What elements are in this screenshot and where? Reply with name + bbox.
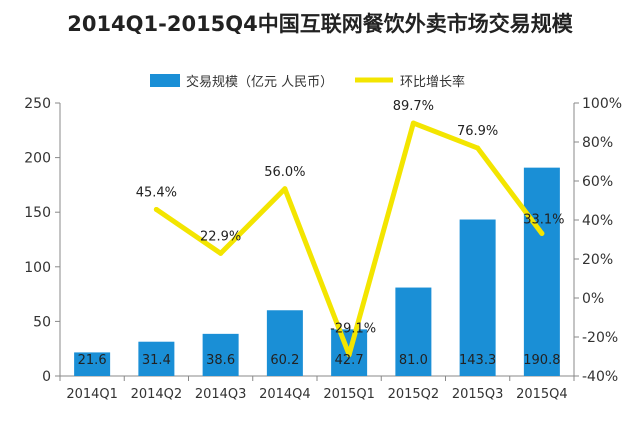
chart-title: 2014Q1-2015Q4中国互联网餐饮外卖市场交易规模 bbox=[67, 12, 573, 36]
y-left-tick-label: 0 bbox=[42, 369, 51, 385]
bar bbox=[266, 310, 303, 376]
growth-point bbox=[410, 120, 416, 126]
y-left-tick-label: 250 bbox=[24, 96, 51, 112]
growth-point bbox=[282, 186, 288, 192]
data-labels: 21.6 31.4 38.6 60.2 42.7 81.0 143.3 190.8 45.4% 2… bbox=[78, 99, 565, 368]
y-right-tick-label: 20% bbox=[582, 252, 613, 268]
bar-value-label: 81.0 bbox=[399, 353, 428, 368]
y-right-tick-label: 100% bbox=[582, 96, 622, 112]
y-left-tick-label: 150 bbox=[24, 205, 51, 221]
y-right-tick-label: -20% bbox=[582, 330, 618, 346]
bar bbox=[202, 333, 239, 376]
bar-series bbox=[74, 167, 560, 376]
growth-value-label: -29.1% bbox=[330, 322, 376, 337]
x-tick-label: 2014Q4 bbox=[259, 387, 311, 402]
growth-value-label: 56.0% bbox=[264, 165, 305, 180]
bar-value-label: 143.3 bbox=[459, 353, 496, 368]
y-left-tick-label: 200 bbox=[24, 151, 51, 167]
x-tick-label: 2015Q4 bbox=[516, 387, 568, 402]
bar-value-label: 31.4 bbox=[142, 353, 171, 368]
y-left-tick-label: 50 bbox=[33, 314, 51, 330]
growth-point bbox=[346, 352, 352, 358]
growth-point bbox=[218, 250, 224, 256]
growth-point bbox=[153, 206, 159, 212]
bar bbox=[523, 167, 560, 376]
y-right-tick-label: 80% bbox=[582, 135, 613, 151]
y-right-tick-label: 60% bbox=[582, 174, 613, 190]
y-right-tick-label: 0% bbox=[582, 291, 604, 307]
bar bbox=[395, 287, 432, 376]
x-tick-label: 2014Q1 bbox=[66, 387, 118, 402]
bar bbox=[138, 341, 175, 376]
growth-value-label: 45.4% bbox=[136, 185, 177, 200]
legend-label-line: 环比增长率 bbox=[400, 74, 465, 90]
y-right-tick-label: -40% bbox=[582, 369, 618, 385]
bar bbox=[74, 352, 111, 376]
legend: 交易规模（亿元 人民币） 环比增长率 bbox=[150, 74, 465, 90]
growth-value-label: 89.7% bbox=[393, 99, 434, 114]
growth-value-label: 22.9% bbox=[200, 229, 241, 244]
growth-point bbox=[475, 145, 481, 151]
x-tick-label: 2015Q3 bbox=[452, 387, 504, 402]
line-series bbox=[153, 120, 545, 358]
y-left-tick-label: 100 bbox=[24, 260, 51, 276]
x-tick-label: 2015Q2 bbox=[388, 387, 440, 402]
legend-label-bar: 交易规模（亿元 人民币） bbox=[186, 74, 333, 90]
bar-value-label: 21.6 bbox=[78, 353, 107, 368]
growth-value-label: 76.9% bbox=[457, 124, 498, 139]
bar-value-label: 42.7 bbox=[335, 353, 364, 368]
axes: 0 50 100 150 200 250 -40% -20% 0% 20% 40% 60% 80% 100… bbox=[24, 96, 622, 402]
x-tick-label: 2014Q2 bbox=[131, 387, 183, 402]
bar bbox=[459, 219, 496, 376]
growth-value-label: 33.1% bbox=[523, 212, 564, 227]
x-tick-label: 2014Q3 bbox=[195, 387, 247, 402]
y-right-tick-label: 40% bbox=[582, 213, 613, 229]
growth-point bbox=[539, 230, 545, 236]
bar-value-label: 190.8 bbox=[523, 353, 560, 368]
bar-value-label: 60.2 bbox=[270, 353, 299, 368]
bar-value-label: 38.6 bbox=[206, 353, 235, 368]
legend-swatch-bar bbox=[150, 74, 180, 87]
x-tick-label: 2015Q1 bbox=[323, 387, 375, 402]
